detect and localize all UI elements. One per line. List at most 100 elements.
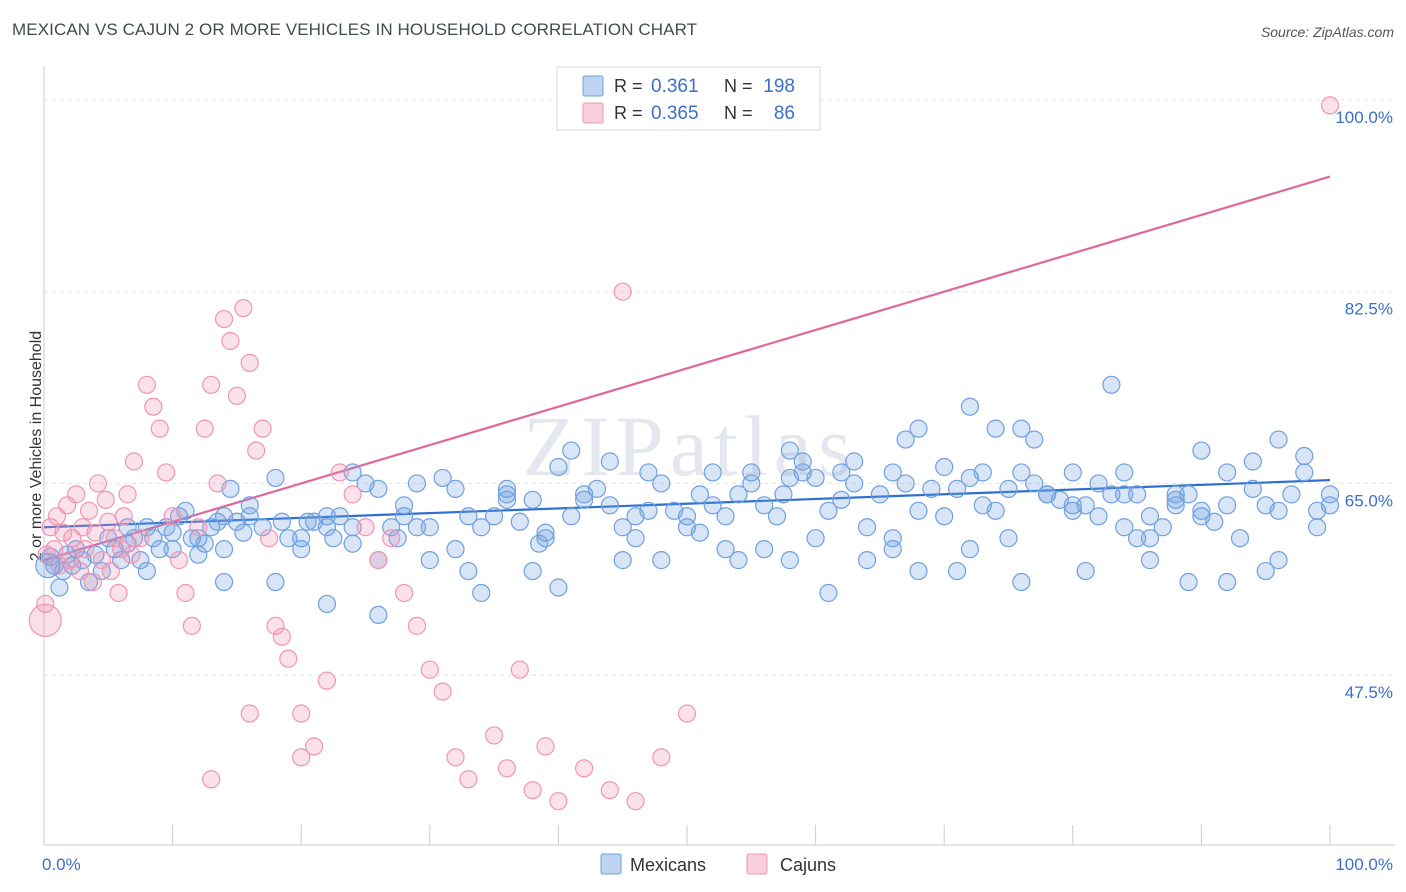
mexicans-point [935, 457, 954, 477]
mexicans-point [485, 507, 504, 526]
mexicans-point [1063, 496, 1082, 515]
mexicans-point [742, 463, 761, 482]
cajuns-point [549, 792, 568, 811]
mexicans-point [1295, 446, 1314, 466]
mexicans-point [703, 496, 722, 515]
cajuns-point [101, 561, 120, 581]
bottom-legend-label-cajuns: Cajuns [780, 855, 836, 875]
mexicans-point [1269, 551, 1288, 570]
mexicans-point [1063, 463, 1082, 482]
mexicans-point [144, 529, 163, 548]
y-tick-label: 65.0% [1345, 491, 1393, 510]
mexicans-point [870, 485, 890, 504]
cajuns-point [118, 485, 137, 504]
cajuns-point [446, 748, 465, 767]
cajuns-point [176, 583, 195, 603]
legend-n-value: 86 [774, 103, 795, 124]
mexicans-point [883, 463, 902, 482]
mexicans-point [459, 561, 478, 581]
cajuns-trend-line [43, 175, 1331, 562]
mexicans-point [407, 474, 427, 493]
legend-n-value: 198 [763, 76, 795, 97]
mexicans-point [1320, 485, 1340, 504]
mexicans-point [1153, 518, 1172, 537]
cajuns-point [67, 485, 86, 504]
cajuns-point [124, 452, 144, 471]
data-points [28, 96, 1340, 811]
mexicans-point [433, 468, 452, 488]
cajuns-point [169, 551, 189, 570]
mexicans-point [986, 419, 1005, 438]
mexicans-point [343, 463, 362, 482]
cajuns-point [112, 540, 131, 559]
axes [43, 66, 1395, 846]
mexicans-point [420, 518, 439, 537]
mexicans-point [459, 507, 478, 526]
mexicans-point [1243, 479, 1262, 498]
cajuns-point [76, 540, 95, 559]
x-tick-label-start: 0.0% [42, 855, 81, 874]
mexicans-point [324, 529, 343, 548]
mexicans-point [1218, 572, 1237, 592]
mexicans-point [1192, 501, 1211, 520]
mexicans-point [587, 479, 607, 498]
mexicans-point [819, 583, 838, 603]
mexicans-point [137, 518, 156, 537]
legend-r-label: R = [614, 76, 643, 96]
mexicans-point [845, 452, 864, 471]
mexicans-point [575, 490, 594, 509]
cajuns-point [343, 485, 362, 504]
mexicans-point [472, 518, 491, 537]
mexicans-point [1076, 496, 1095, 515]
legend-n-label: N = [724, 103, 753, 123]
cajuns-point [99, 512, 118, 531]
mexicans-point [652, 474, 671, 493]
mexicans-point [1025, 430, 1044, 449]
mexicans-point [1166, 496, 1185, 515]
cajuns-point [28, 603, 62, 637]
cajuns-point [54, 523, 73, 542]
cajuns-point [317, 671, 337, 690]
mexicans-point [1179, 485, 1198, 504]
mexicans-point [163, 523, 182, 542]
cajuns-point [272, 627, 292, 646]
mexicans-point [613, 551, 632, 570]
mexicans-point [292, 540, 311, 559]
mexicans-point [562, 507, 581, 526]
mexicans-point [755, 496, 774, 515]
legend-r-label: R = [614, 103, 643, 123]
mexicans-point [1127, 485, 1147, 504]
mexicans-point [420, 551, 439, 570]
cajuns-point [114, 507, 133, 526]
cajuns-point [394, 583, 414, 603]
bottom-legend-swatch-mexicans [600, 853, 622, 875]
mexicans-point [690, 485, 709, 504]
cajuns-point [382, 529, 401, 548]
mexicans-point [562, 441, 581, 460]
y-tick-label: 47.5% [1345, 683, 1393, 702]
mexicans-point [35, 552, 61, 579]
mexicans-point [819, 501, 838, 520]
legend-swatch-cajuns [582, 102, 604, 124]
cajuns-point [202, 375, 221, 394]
mexicans-point [150, 540, 169, 559]
mexicans-point [780, 441, 799, 460]
cajuns-point [292, 748, 311, 767]
cajuns-point [536, 737, 555, 756]
mexicans-point [1179, 572, 1198, 592]
mexicans-point [298, 512, 317, 531]
mexicans-point [703, 463, 722, 482]
cajuns-point [70, 561, 90, 581]
cajuns-point [652, 748, 671, 767]
mexicans-point [1102, 375, 1121, 394]
mexicans-point [780, 551, 799, 570]
cajuns-point [420, 660, 439, 679]
mexicans-point [523, 490, 542, 509]
cajuns-point [613, 282, 632, 301]
legend-n-label: N = [724, 76, 753, 96]
cajuns-point [459, 770, 478, 789]
legend-r-value: 0.365 [651, 103, 699, 124]
cajuns-point [266, 616, 285, 635]
cajuns-point [485, 726, 504, 745]
cajuns-point [1320, 96, 1340, 115]
